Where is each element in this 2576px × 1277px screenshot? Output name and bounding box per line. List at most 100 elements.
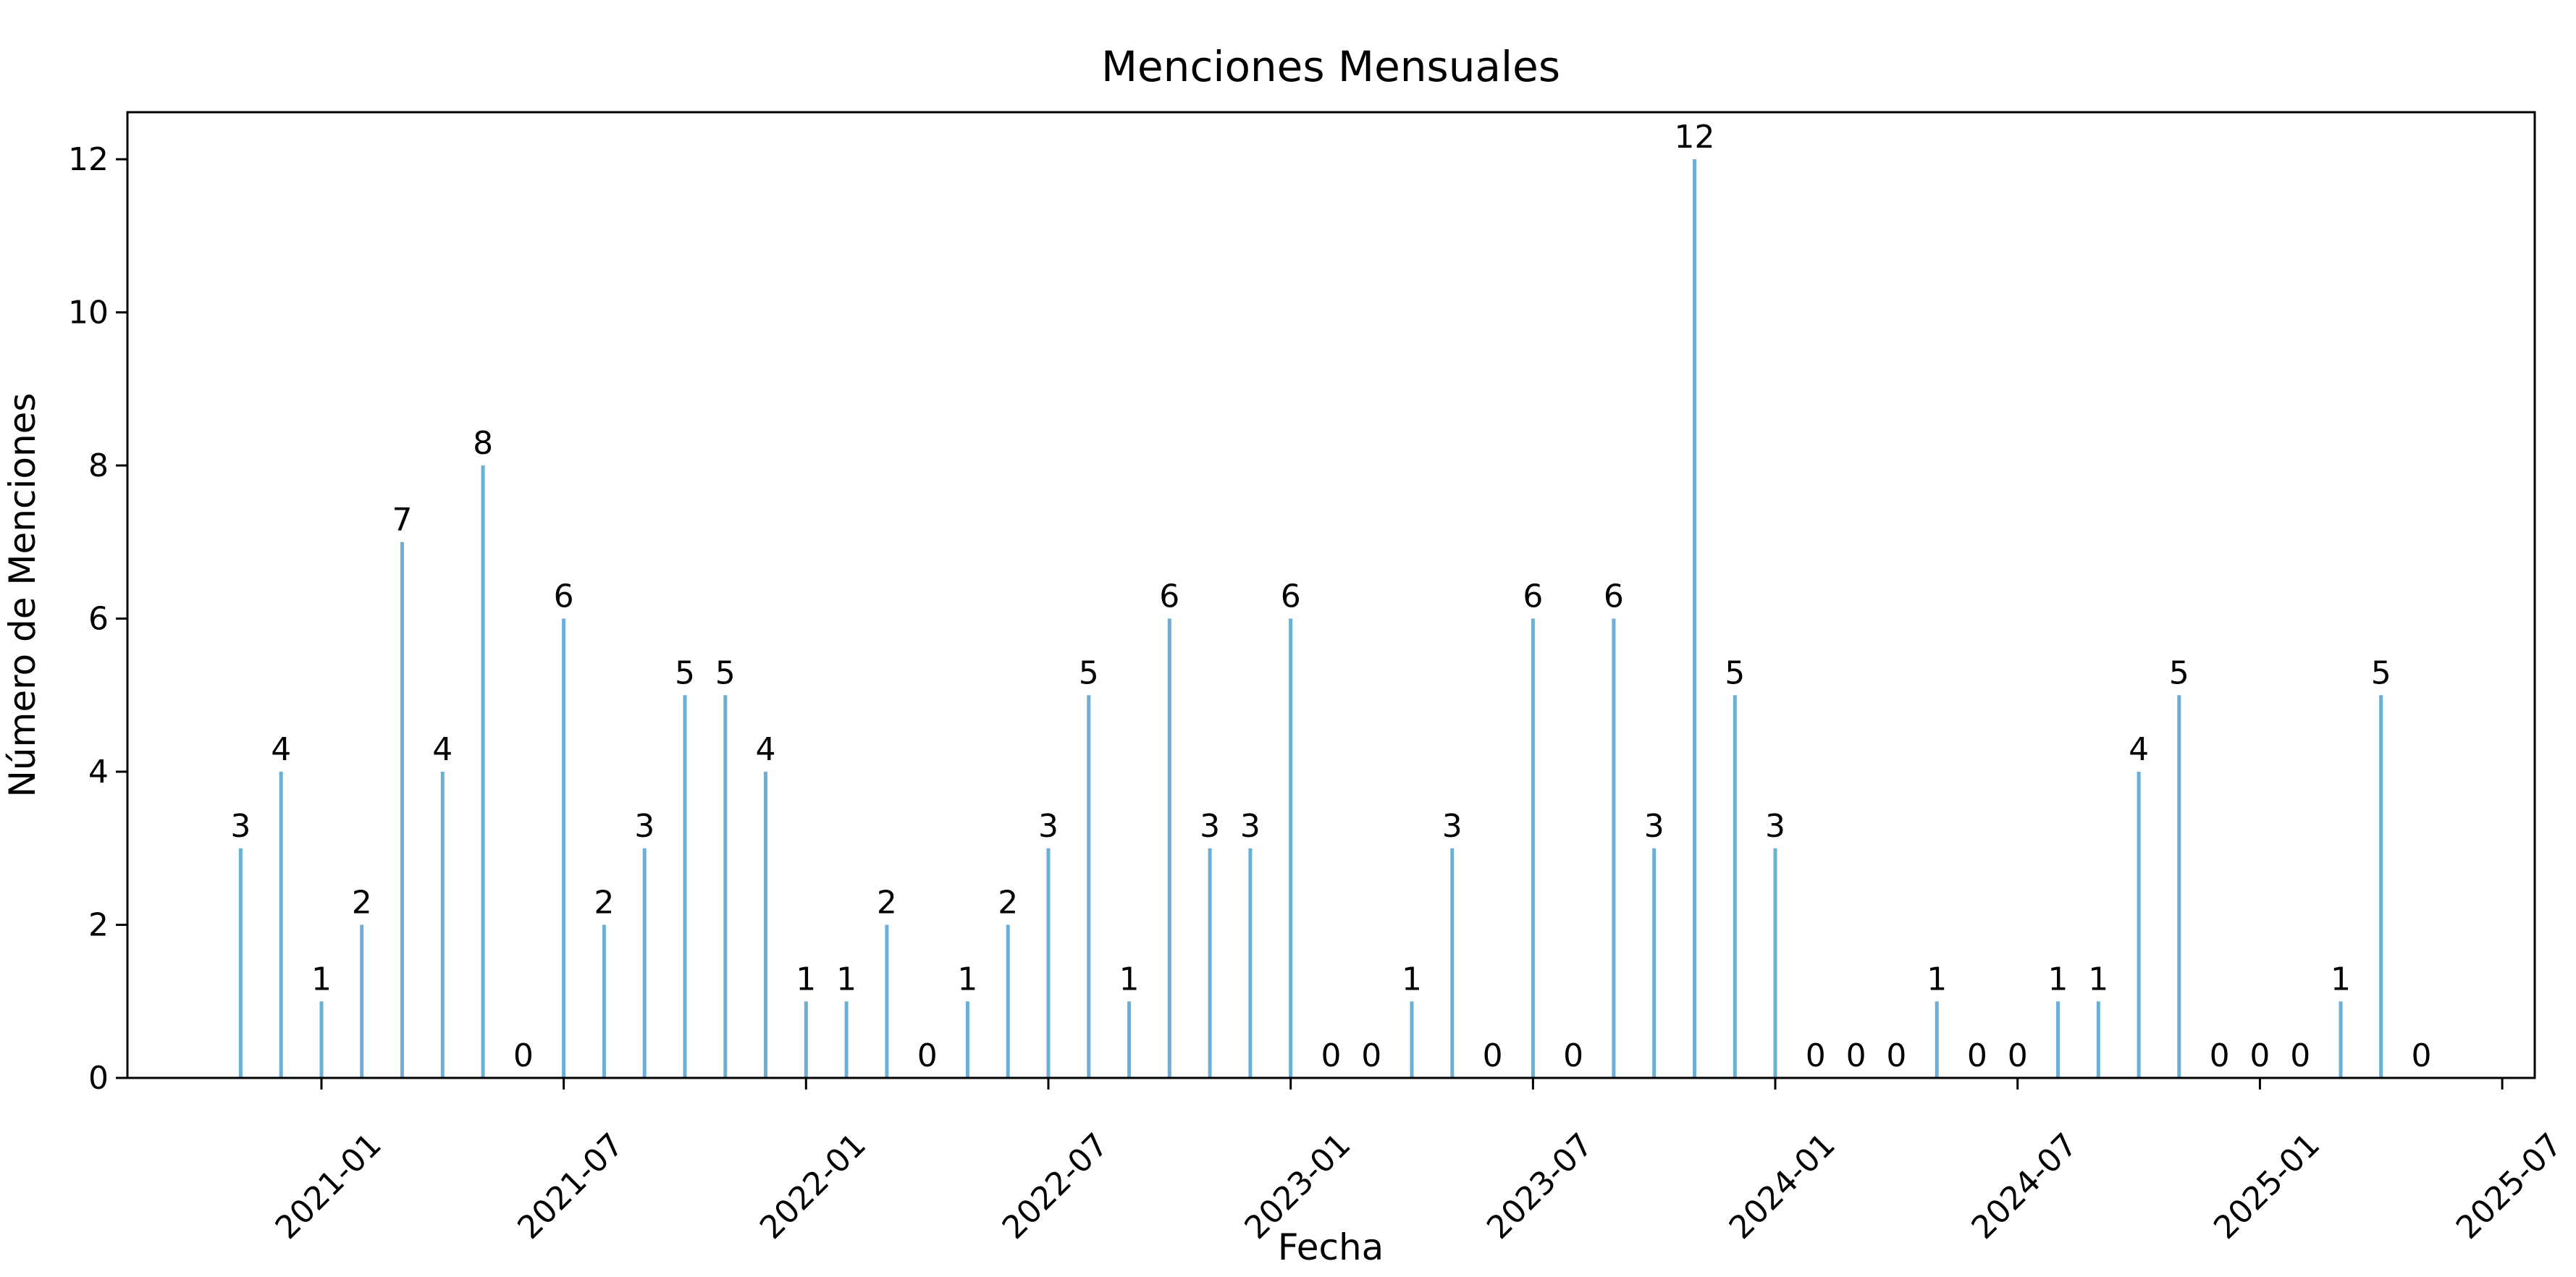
bar-value-label: 5 (715, 654, 736, 691)
bar-value-label: 3 (1038, 808, 1058, 845)
bar-value-label: 5 (2371, 654, 2391, 691)
bar-value-label: 1 (1119, 961, 1140, 998)
bar-value-label: 4 (756, 731, 776, 768)
bar (642, 848, 647, 1079)
bar-value-label: 0 (2210, 1037, 2230, 1074)
bar (2379, 695, 2383, 1079)
x-tick-label: 2022-07 (996, 1126, 1116, 1247)
bar (1127, 1001, 1132, 1079)
bar (279, 772, 283, 1078)
bar (1693, 159, 1696, 1078)
bar (764, 772, 767, 1078)
bar-value-label: 0 (2249, 1037, 2270, 1074)
bar-value-label: 4 (2129, 731, 2149, 768)
y-tick-label: 2 (88, 907, 109, 944)
bar-value-label: 4 (432, 731, 453, 768)
bar-value-label: 5 (2169, 654, 2189, 691)
x-tick-label: 2023-07 (1480, 1126, 1600, 1247)
bar-value-label: 0 (1967, 1037, 1987, 1074)
bar-value-label: 1 (1927, 961, 1947, 998)
x-tick-label: 2022-01 (753, 1126, 873, 1247)
bar (319, 1001, 324, 1079)
bar-value-label: 0 (917, 1037, 938, 1074)
y-tick-label: 12 (68, 141, 109, 178)
bar (2339, 1001, 2343, 1079)
bar (1733, 695, 1737, 1079)
bar-value-label: 3 (230, 808, 251, 845)
bar-value-label: 1 (2088, 961, 2108, 998)
bar-value-label: 0 (1806, 1037, 1826, 1074)
bar (1046, 848, 1051, 1079)
bar-value-label: 3 (1240, 808, 1260, 845)
plot-border (126, 111, 2536, 1079)
bar (1289, 618, 1293, 1078)
bar-value-label: 0 (1563, 1037, 1583, 1074)
y-tick-label: 6 (88, 601, 109, 638)
x-tick-label: 2025-07 (2449, 1126, 2569, 1247)
bar-value-label: 0 (1846, 1037, 1866, 1074)
bar (1773, 848, 1777, 1079)
bar (1531, 618, 1535, 1078)
bar (1652, 848, 1657, 1079)
bar (440, 772, 445, 1078)
bar-value-label: 3 (1442, 808, 1462, 845)
bar-value-label: 12 (1675, 119, 1715, 156)
x-tick-label: 2021-01 (269, 1126, 389, 1247)
bar (360, 924, 364, 1078)
bar-value-label: 5 (1725, 654, 1745, 691)
bar (1248, 848, 1253, 1079)
bar-value-label: 4 (271, 731, 291, 768)
bar (562, 618, 566, 1078)
bar (1450, 848, 1455, 1079)
bar-value-label: 0 (1483, 1037, 1503, 1074)
y-tick-label: 10 (68, 295, 109, 332)
bar-value-label: 1 (2331, 961, 2351, 998)
bar (2056, 1001, 2060, 1079)
bar-value-label: 2 (594, 885, 614, 922)
chart-title: Menciones Mensuales (1101, 42, 1560, 91)
bar-value-label: 6 (1159, 578, 1179, 615)
bar (602, 924, 606, 1078)
x-axis-label: Fecha (1278, 1226, 1384, 1268)
y-tick-label: 0 (88, 1060, 109, 1097)
bar-value-label: 7 (392, 502, 413, 539)
bar (804, 1001, 808, 1079)
bar (400, 541, 404, 1079)
y-axis-label: Número de Menciones (1, 393, 43, 798)
bar-value-label: 5 (675, 654, 695, 691)
bar (2177, 695, 2181, 1079)
bar (1935, 1001, 1939, 1079)
bar-value-label: 0 (1321, 1037, 1342, 1074)
bar-value-label: 3 (1644, 808, 1664, 845)
bar-value-label: 6 (554, 578, 574, 615)
bar-value-label: 0 (2008, 1037, 2028, 1074)
x-tick-label: 2025-01 (2207, 1126, 2327, 1247)
bar-value-label: 2 (352, 885, 372, 922)
bar-value-label: 3 (1200, 808, 1220, 845)
y-tick-label: 4 (88, 754, 109, 791)
x-tick-label: 2021-07 (510, 1126, 631, 1247)
bar-value-label: 3 (634, 808, 654, 845)
bar-value-label: 0 (1361, 1037, 1381, 1074)
bar-value-label: 1 (957, 961, 977, 998)
x-tick-label: 2024-01 (1722, 1126, 1843, 1247)
bar-value-label: 1 (796, 961, 816, 998)
bar-value-label: 1 (1402, 961, 1422, 998)
bar-value-label: 6 (1523, 578, 1543, 615)
bar-value-label: 0 (513, 1037, 534, 1074)
bar (1208, 848, 1212, 1079)
bar (683, 695, 687, 1079)
bar (2137, 772, 2141, 1078)
y-tick-label: 8 (88, 447, 109, 484)
bar-value-label: 5 (1079, 654, 1099, 691)
bar-value-label: 0 (1886, 1037, 1906, 1074)
bar-value-label: 0 (2290, 1037, 2310, 1074)
bar (2096, 1001, 2100, 1079)
bar-value-label: 8 (473, 425, 493, 462)
bar-value-label: 2 (998, 885, 1018, 922)
x-tick-label: 2024-07 (1964, 1126, 2084, 1247)
bar (1006, 924, 1010, 1078)
bar-value-label: 0 (2412, 1037, 2432, 1074)
bar (1410, 1001, 1414, 1079)
